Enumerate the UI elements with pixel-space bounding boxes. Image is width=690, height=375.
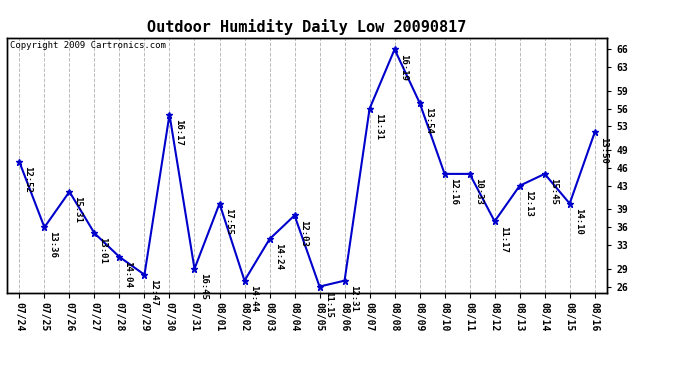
Text: 14:10: 14:10 [574,208,583,235]
Text: 13:54: 13:54 [424,107,433,134]
Text: 12:31: 12:31 [348,285,357,312]
Text: 13:01: 13:01 [99,237,108,264]
Text: 14:24: 14:24 [274,243,283,270]
Text: 12:16: 12:16 [448,178,457,205]
Text: 12:52: 12:52 [23,166,32,193]
Text: 14:44: 14:44 [248,285,257,312]
Text: 12:13: 12:13 [524,190,533,217]
Text: 16:45: 16:45 [199,273,208,300]
Text: 11:17: 11:17 [499,225,508,252]
Text: 16:19: 16:19 [399,54,408,80]
Text: 12:47: 12:47 [148,279,157,306]
Text: 11:31: 11:31 [374,113,383,140]
Text: 15:31: 15:31 [74,196,83,223]
Text: 14:04: 14:04 [124,261,132,288]
Title: Outdoor Humidity Daily Low 20090817: Outdoor Humidity Daily Low 20090817 [148,19,466,35]
Text: 13:36: 13:36 [48,231,57,258]
Text: 12:03: 12:03 [299,220,308,246]
Text: 15:45: 15:45 [549,178,558,205]
Text: Copyright 2009 Cartronics.com: Copyright 2009 Cartronics.com [10,41,166,50]
Text: 11:15: 11:15 [324,291,333,318]
Text: 17:55: 17:55 [224,208,233,235]
Text: 16:17: 16:17 [174,119,183,146]
Text: 13:50: 13:50 [599,136,608,164]
Text: 10:33: 10:33 [474,178,483,205]
